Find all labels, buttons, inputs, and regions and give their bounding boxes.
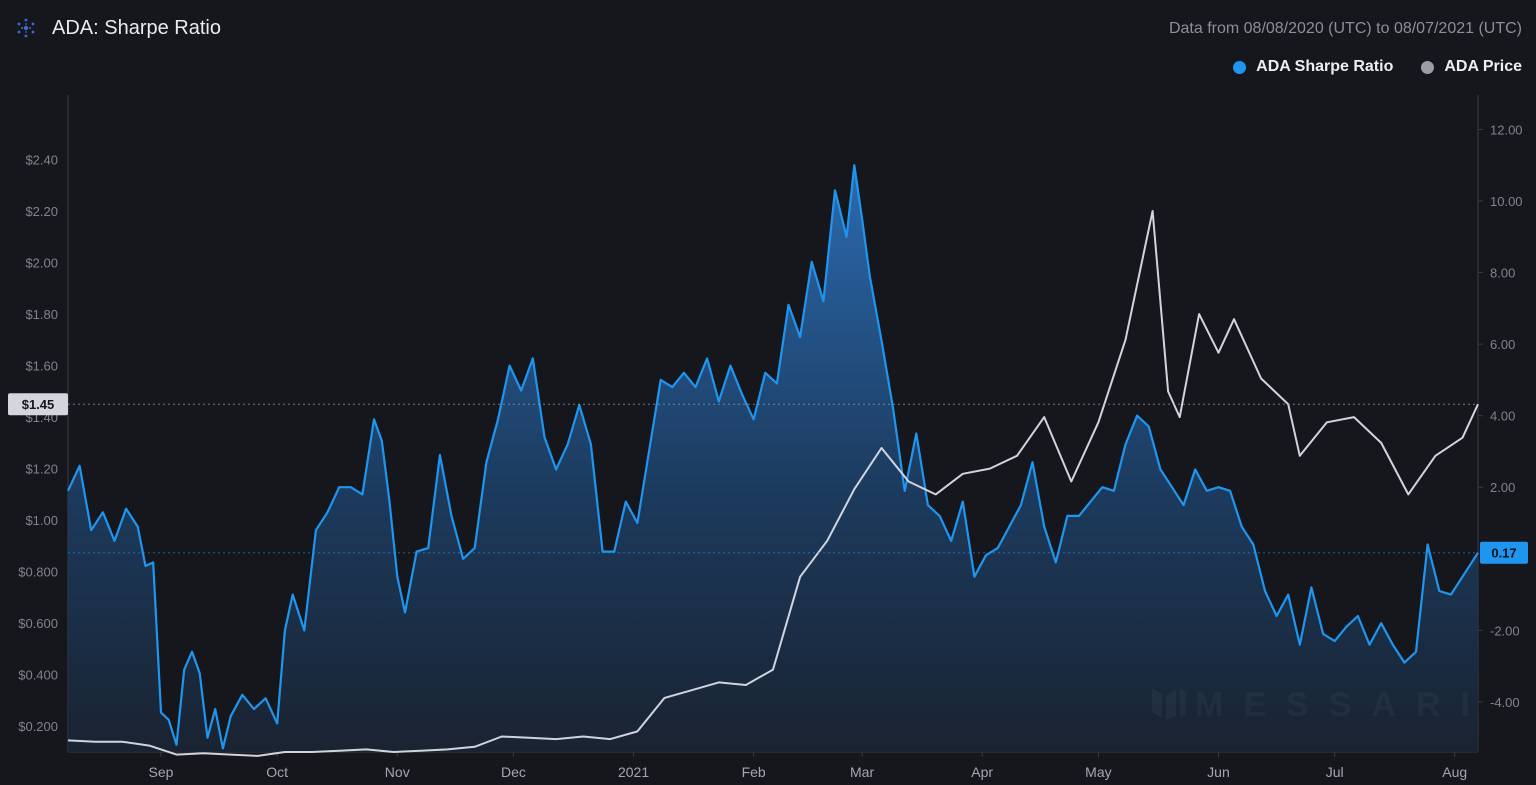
legend-dot-sharpe-icon <box>1233 60 1247 74</box>
chart-legend: ADA Sharpe Ratio ADA Price <box>1233 58 1522 76</box>
cardano-logo-icon <box>17 18 35 38</box>
sharpe-current-badge <box>1480 541 1528 564</box>
right-tick-label: -2.00 <box>1490 623 1520 638</box>
right-tick-label: -4.00 <box>1490 695 1520 710</box>
price-current-badge <box>8 393 68 416</box>
x-tick-label: Aug <box>1442 764 1467 780</box>
right-tick-label: 12.00 <box>1490 122 1523 137</box>
left-tick-label: $1.60 <box>25 359 58 374</box>
x-tick-label: May <box>1085 764 1111 780</box>
right-tick-label: 6.00 <box>1490 337 1515 352</box>
x-tick-label: 2021 <box>618 764 649 780</box>
ada-price-line[interactable] <box>67 210 1479 757</box>
left-tick-label: $2.00 <box>25 256 58 271</box>
right-tick-label: 10.00 <box>1490 194 1523 209</box>
left-tick-label: $2.20 <box>25 204 58 219</box>
x-tick-label: Nov <box>385 764 410 780</box>
x-tick-label: Sep <box>149 764 174 780</box>
sharpe-ratio-area <box>68 165 1478 752</box>
left-tick-label: $1.20 <box>25 462 58 477</box>
right-axis: -4.00 -2.00 2.00 4.00 6.00 8.00 10.00 12.00 <box>1478 122 1523 710</box>
x-tick-label: Apr <box>971 764 993 780</box>
x-tick-label: Oct <box>266 764 288 780</box>
current-value-markers: $1.45 0.17 <box>8 393 1528 564</box>
x-tick-label: Mar <box>850 764 874 780</box>
left-tick-label: $0.800 <box>18 565 58 580</box>
left-tick-label: $1.80 <box>25 307 58 322</box>
legend-label-sharpe: ADA Sharpe Ratio <box>1256 58 1394 75</box>
sharpe-ratio-line[interactable] <box>67 164 1479 750</box>
sharpe-current-label: 0.17 <box>1491 546 1516 561</box>
price-current-label: $1.45 <box>22 397 55 412</box>
x-tick-label: Feb <box>742 764 766 780</box>
date-range-label: Data from 08/08/2020 (UTC) to 08/07/2021… <box>1168 20 1522 37</box>
left-tick-label: $0.600 <box>18 616 58 631</box>
left-tick-label: $1.00 <box>25 513 58 528</box>
right-tick-label: 4.00 <box>1490 409 1515 424</box>
x-tick-label: Dec <box>501 764 526 780</box>
legend-item-price[interactable]: ADA Price <box>1421 58 1522 76</box>
legend-item-sharpe[interactable]: ADA Sharpe Ratio <box>1233 58 1393 76</box>
chart-title: ADA: Sharpe Ratio <box>52 17 221 39</box>
x-axis: Sep Oct Nov Dec 2021 Feb Mar Apr May Jun Jul Aug <box>149 752 1467 780</box>
right-tick-label: 2.00 <box>1490 480 1515 495</box>
right-tick-label: 8.00 <box>1490 266 1515 281</box>
x-tick-label: Jun <box>1207 764 1230 780</box>
left-tick-label: $2.40 <box>25 153 58 168</box>
chart-header: ADA: Sharpe Ratio Data from 08/08/2020 (… <box>0 0 1536 60</box>
legend-dot-price-icon <box>1421 60 1435 74</box>
left-tick-label: $0.200 <box>18 719 58 734</box>
legend-label-price: ADA Price <box>1444 58 1522 75</box>
x-tick-label: Jul <box>1326 764 1344 780</box>
left-tick-label: $0.400 <box>18 668 58 683</box>
